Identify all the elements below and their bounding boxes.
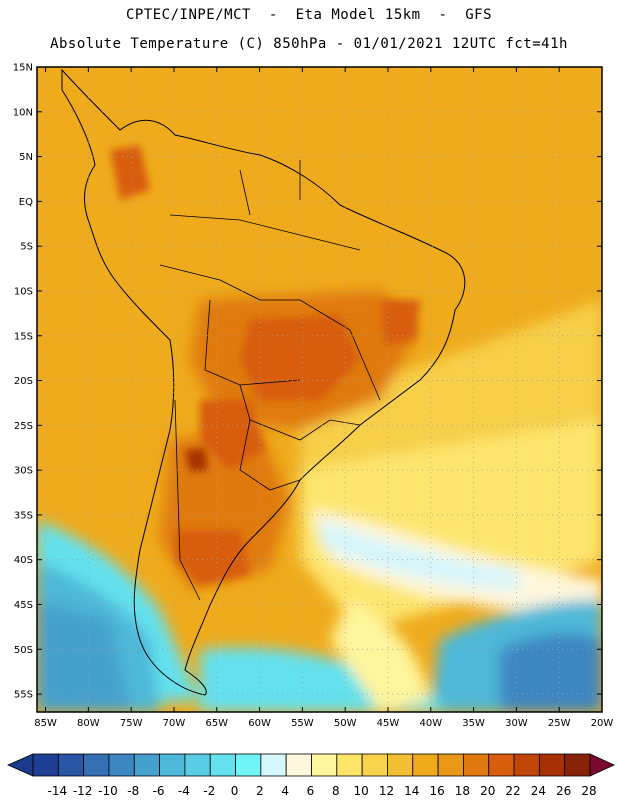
latitude-labels: 15N 10N 5N EQ 5S 10S 15S 20S 25S 30S 35S 40S 45S 50S 5… bbox=[13, 63, 33, 701]
lon-label: 65W bbox=[205, 718, 228, 729]
lon-label: 55W bbox=[291, 718, 314, 729]
colorbar-label: 28 bbox=[581, 784, 596, 798]
lon-label: 60W bbox=[248, 718, 271, 729]
colorbar-swatch bbox=[387, 753, 414, 777]
colorbar-label: 10 bbox=[353, 784, 368, 798]
colorbar-label: -8 bbox=[127, 784, 139, 798]
colorbar-swatch bbox=[361, 753, 388, 777]
colorbar-label: 16 bbox=[429, 784, 444, 798]
colorbar bbox=[7, 753, 615, 777]
country-borders bbox=[159, 160, 381, 601]
colorbar-swatch bbox=[311, 753, 338, 777]
field-northeast-core bbox=[380, 300, 420, 345]
lat-label: 40S bbox=[14, 555, 33, 566]
lon-label: 85W bbox=[34, 718, 57, 729]
colorbar-min-arrow bbox=[7, 753, 34, 777]
field-yellow-tongue bbox=[330, 600, 430, 712]
colorbar-swatch bbox=[260, 753, 287, 777]
temperature-field bbox=[37, 67, 602, 712]
lat-label: 10S bbox=[14, 286, 33, 297]
field-cyan-band bbox=[320, 520, 520, 590]
lon-label: 50W bbox=[334, 718, 357, 729]
axis-ticks bbox=[37, 66, 603, 712]
lat-label: 50S bbox=[14, 645, 33, 656]
lat-label: 15N bbox=[13, 63, 33, 74]
chart-title-line2: Absolute Temperature (C) 850hPa - 01/01/… bbox=[50, 36, 568, 52]
lat-label: 30S bbox=[14, 466, 33, 477]
colorbar-label: 0 bbox=[231, 784, 239, 798]
colorbar-swatch bbox=[488, 753, 515, 777]
lat-label: EQ bbox=[19, 197, 33, 208]
colorbar-labels: -14 -12 -10 -8 -6 -4 -2 0 2 4 6 8 10 12 14 16 18 20 22 24 26… bbox=[48, 784, 597, 798]
chart-title-line1: CPTEC/INPE/MCT - Eta Model 15km - GFS bbox=[125, 7, 493, 23]
colorbar-swatch bbox=[336, 753, 363, 777]
colorbar-label: 2 bbox=[256, 784, 264, 798]
colorbar-swatch bbox=[57, 753, 85, 777]
colorbar-label: 22 bbox=[505, 784, 520, 798]
colorbar-label: 4 bbox=[281, 784, 289, 798]
colorbar-swatch bbox=[159, 753, 186, 777]
colorbar-swatch bbox=[285, 753, 312, 777]
colorbar-swatch bbox=[108, 753, 135, 777]
field-andes-north bbox=[110, 145, 150, 200]
colorbar-swatch bbox=[412, 753, 439, 777]
lon-label: 40W bbox=[419, 718, 442, 729]
colorbar-swatch bbox=[32, 753, 59, 777]
field-hot-core-3 bbox=[175, 530, 250, 585]
colorbar-label: 24 bbox=[531, 784, 546, 798]
colorbar-swatch bbox=[83, 753, 110, 777]
colorbar-label: 14 bbox=[404, 784, 419, 798]
lat-label: 25S bbox=[14, 421, 33, 432]
field-hot-core-2 bbox=[200, 400, 265, 470]
colorbar-label: -2 bbox=[203, 784, 215, 798]
colorbar-swatch bbox=[564, 753, 591, 777]
colorbar-label: -4 bbox=[178, 784, 190, 798]
colorbar-label: -10 bbox=[98, 784, 118, 798]
field-hot-core-1 bbox=[240, 315, 360, 400]
lat-label: 10N bbox=[13, 107, 33, 118]
colorbar-swatch bbox=[513, 753, 540, 777]
colorbar-swatch bbox=[235, 753, 262, 777]
lon-label: 20W bbox=[591, 718, 614, 729]
colorbar-swatch bbox=[437, 753, 464, 777]
colorbar-swatch bbox=[538, 753, 566, 777]
lat-label: 35S bbox=[14, 510, 33, 521]
colorbar-label: 12 bbox=[379, 784, 394, 798]
colorbar-label: -14 bbox=[48, 784, 68, 798]
colorbar-label: -12 bbox=[73, 784, 93, 798]
colorbar-label: -6 bbox=[153, 784, 165, 798]
lon-label: 70W bbox=[163, 718, 186, 729]
lat-label: 45S bbox=[14, 600, 33, 611]
coastline bbox=[61, 68, 466, 696]
lat-label: 5S bbox=[20, 242, 33, 253]
lat-label: 20S bbox=[14, 376, 33, 387]
lon-label: 45W bbox=[377, 718, 400, 729]
map-grid bbox=[37, 67, 602, 712]
lat-label: 55S bbox=[14, 690, 33, 701]
lon-label: 35W bbox=[462, 718, 485, 729]
field-hot-spot bbox=[185, 448, 208, 472]
map-frame bbox=[36, 66, 603, 713]
lat-label: 5N bbox=[19, 152, 33, 163]
colorbar-label: 26 bbox=[556, 784, 571, 798]
longitude-labels: 85W 80W 75W 70W 65W 60W 55W 50W 45W 40W 35W 30W 25W 2… bbox=[34, 718, 613, 729]
colorbar-label: 20 bbox=[480, 784, 495, 798]
colorbar-swatch bbox=[133, 753, 160, 777]
colorbar-label: 8 bbox=[332, 784, 340, 798]
field-pacific-deep bbox=[37, 600, 130, 712]
colorbar-label: 6 bbox=[307, 784, 315, 798]
colorbar-swatch bbox=[463, 753, 490, 777]
colorbar-swatch bbox=[209, 753, 236, 777]
lon-label: 30W bbox=[505, 718, 528, 729]
lon-label: 75W bbox=[120, 718, 143, 729]
lat-label: 15S bbox=[14, 331, 33, 342]
colorbar-swatch bbox=[184, 753, 211, 777]
field-atlantic-deep bbox=[500, 633, 602, 712]
lon-label: 80W bbox=[77, 718, 100, 729]
colorbar-max-arrow bbox=[589, 753, 615, 777]
lon-label: 25W bbox=[548, 718, 571, 729]
colorbar-label: 18 bbox=[455, 784, 470, 798]
